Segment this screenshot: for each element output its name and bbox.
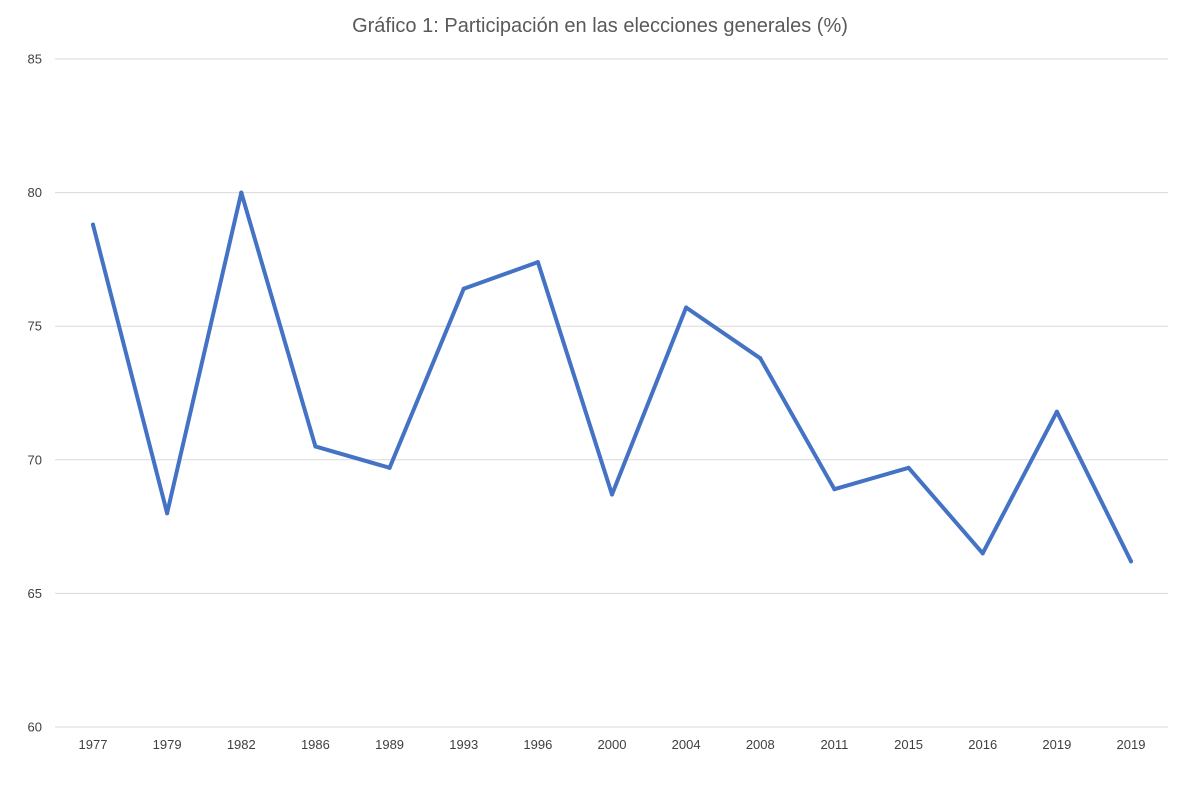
- data-point: [239, 190, 244, 195]
- gridlines: [55, 58, 1168, 728]
- data-point: [684, 305, 689, 310]
- x-tick-label: 1977: [79, 737, 108, 752]
- x-tick-label: 1989: [375, 737, 404, 752]
- data-point: [387, 465, 392, 470]
- y-tick-label: 65: [28, 586, 42, 601]
- x-axis-tick-labels: 1977 1979 1982 1986 1989 1993 1996 2000 2004 2008…: [79, 737, 1146, 752]
- data-point: [165, 511, 170, 516]
- y-tick-label: 80: [28, 185, 42, 200]
- y-tick-label: 70: [28, 452, 42, 467]
- series-line-0: [91, 190, 1133, 564]
- x-tick-label: 1982: [227, 737, 256, 752]
- y-tick-label: 60: [28, 720, 42, 735]
- x-tick-label: 2019: [1042, 737, 1071, 752]
- data-point: [313, 444, 318, 449]
- data-point: [461, 286, 466, 291]
- data-point: [91, 222, 95, 227]
- y-axis-tick-labels: 60 65 70 75 80 85: [28, 52, 42, 735]
- data-point: [832, 487, 837, 492]
- data-point: [980, 551, 985, 556]
- x-tick-label: 2019: [1117, 737, 1146, 752]
- y-tick-label: 75: [28, 319, 42, 334]
- y-tick-label: 85: [28, 52, 42, 67]
- data-point: [535, 260, 540, 265]
- data-point: [906, 465, 911, 470]
- x-tick-label: 2000: [598, 737, 627, 752]
- x-tick-label: 2015: [894, 737, 923, 752]
- x-tick-label: 1996: [523, 737, 552, 752]
- series-layer: [91, 190, 1133, 564]
- x-tick-label: 2004: [672, 737, 701, 752]
- data-point: [610, 492, 614, 497]
- x-tick-label: 2016: [968, 737, 997, 752]
- x-tick-label: 2008: [746, 737, 775, 752]
- x-tick-label: 2011: [820, 737, 848, 752]
- data-point: [1129, 559, 1133, 564]
- data-point: [758, 356, 763, 361]
- data-point: [1054, 409, 1059, 414]
- x-tick-label: 1986: [301, 737, 330, 752]
- x-tick-label: 1993: [449, 737, 478, 752]
- chart-title: Gráfico 1: Participación en las eleccion…: [352, 15, 848, 37]
- x-tick-label: 1979: [153, 737, 182, 752]
